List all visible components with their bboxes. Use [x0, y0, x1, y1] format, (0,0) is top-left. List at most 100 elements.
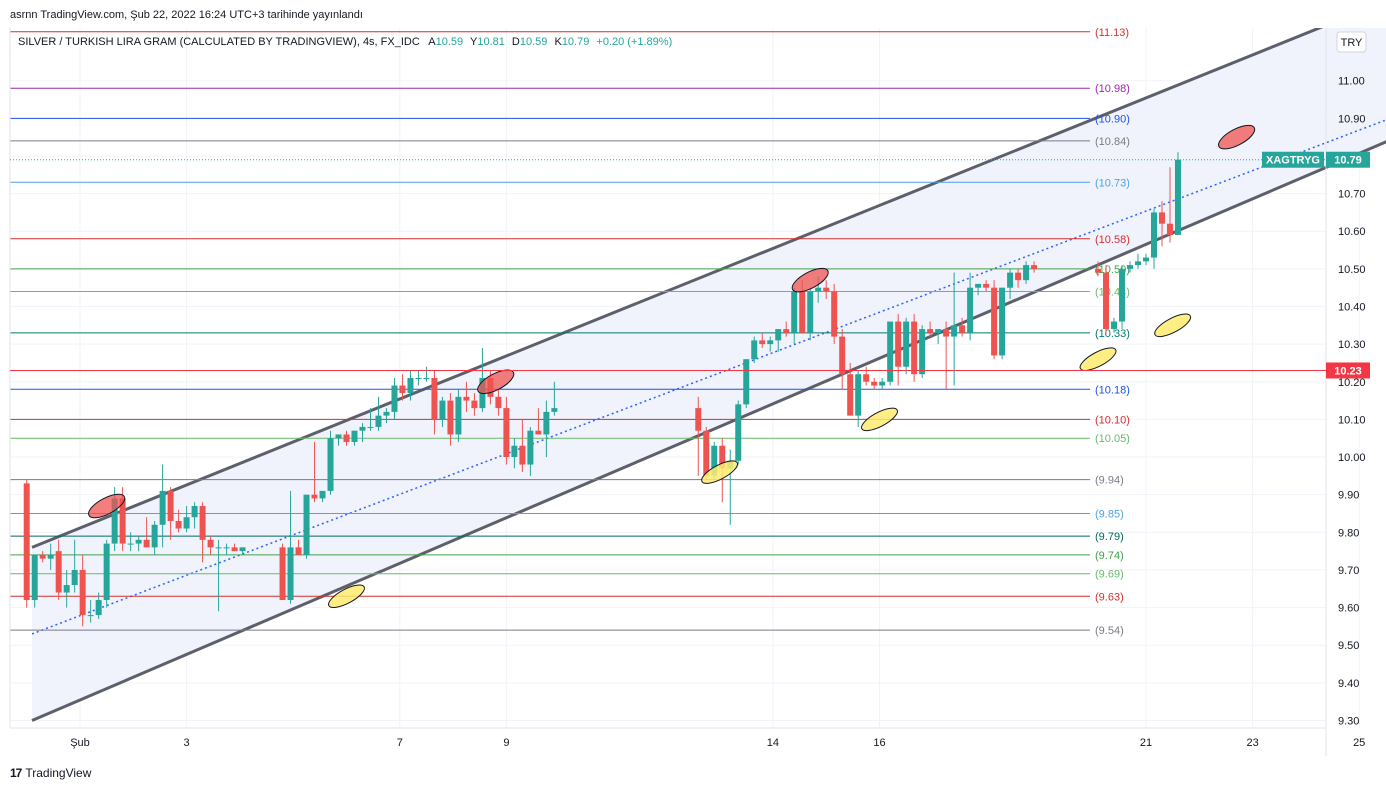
time-tick-label: 3 [184, 737, 190, 749]
candle [823, 280, 830, 299]
candle [527, 426, 534, 476]
candle [871, 378, 878, 390]
candle-body [79, 569, 86, 616]
candle [751, 336, 758, 363]
candle [775, 329, 782, 352]
legend-close-value: 10.79 [562, 36, 590, 48]
published-info: asrnn TradingView.com, Şub 22, 2022 16:2… [10, 9, 363, 21]
candle-body [351, 430, 358, 442]
price-tick-label: 9.90 [1338, 490, 1359, 502]
candle-body [303, 494, 310, 555]
candle-body [1031, 265, 1038, 269]
price-tick-label: 9.40 [1338, 678, 1359, 690]
price-tick-label: 9.70 [1338, 565, 1359, 577]
candle [175, 509, 182, 533]
footer: 17 TradingView [0, 756, 1386, 790]
candle [983, 280, 990, 292]
candle [343, 430, 350, 446]
candle-body [159, 490, 166, 525]
tradingview-logo[interactable]: 17 TradingView [10, 766, 91, 780]
candle [399, 374, 406, 401]
candle [71, 539, 78, 593]
candle-body [695, 408, 702, 431]
legend-high-value: 10.81 [477, 36, 505, 48]
candle-body [167, 490, 174, 522]
support-marker [1154, 313, 1192, 338]
channel-upper-line [31, 19, 1339, 549]
candle-body [775, 329, 782, 341]
candle [95, 592, 102, 619]
candle-body [231, 547, 238, 552]
candle [431, 370, 438, 435]
candle-body [823, 287, 830, 292]
candle-body [87, 615, 94, 617]
candle-body [1174, 159, 1181, 235]
candle-body [327, 438, 334, 491]
candle-body [431, 378, 438, 420]
candle [847, 362, 854, 416]
price-chart[interactable]: (11.13) (10.98) (10.90) (10.84) (10.73) (10.5… [0, 1, 1386, 756]
candle [351, 430, 358, 446]
tradingview-logo-icon: 17 [10, 766, 22, 780]
candle-body [55, 551, 62, 593]
candle-body [399, 385, 406, 394]
candle-body [1143, 257, 1149, 262]
candle [143, 517, 150, 548]
candle [831, 283, 838, 345]
resistance-marker [88, 493, 126, 519]
candle [879, 378, 886, 390]
price-tick-label: 10.20 [1338, 377, 1366, 389]
candle-body [135, 539, 142, 544]
candle [327, 430, 334, 495]
candle-body [535, 430, 542, 435]
candle [79, 554, 86, 627]
candle [975, 283, 982, 296]
candle-body [103, 543, 110, 601]
candle [319, 490, 326, 503]
candle [1143, 253, 1149, 266]
candle-body [991, 287, 998, 356]
candle-body [407, 378, 414, 394]
channel-fill [32, 1, 1386, 721]
candle-body [527, 430, 534, 465]
candle-body [951, 325, 958, 337]
candle [535, 408, 542, 435]
candle-body [335, 434, 342, 439]
candle [359, 423, 366, 442]
candle-body [183, 517, 190, 529]
candle [1015, 268, 1022, 288]
price-tick-label: 10.30 [1338, 339, 1366, 351]
candle [1166, 167, 1173, 243]
candle-body [311, 494, 318, 499]
candle-body [63, 584, 70, 593]
candle-body [439, 400, 446, 420]
candle-body [119, 498, 126, 544]
level-label: (9.63) [1095, 591, 1124, 603]
candle-body [519, 445, 526, 465]
candle [87, 600, 94, 623]
candle-body [95, 600, 102, 616]
candle-body [711, 445, 718, 476]
candle [807, 287, 814, 341]
candle-body [1127, 265, 1134, 269]
time-tick-label: 25 [1353, 737, 1365, 749]
candle [391, 378, 398, 420]
chart-frame[interactable]: (11.13) (10.98) (10.90) (10.84) (10.73) (10.5… [0, 1, 1386, 756]
candle [919, 325, 926, 378]
currency-button-label[interactable]: TRY [1341, 37, 1363, 49]
currency-button[interactable]: TRY [1336, 31, 1367, 53]
candle-body [23, 483, 30, 601]
candle [503, 396, 510, 465]
support-marker [1079, 347, 1117, 371]
candle-body [39, 554, 46, 559]
tradingview-brand: TradingView [25, 766, 92, 780]
level-label: (10.84) [1095, 136, 1130, 148]
candle-body [1119, 268, 1126, 322]
candle-body [959, 325, 966, 333]
time-tick-label: Şub [70, 737, 90, 749]
level-label: (9.74) [1095, 550, 1124, 562]
candle [231, 543, 238, 552]
candle-body [47, 554, 54, 559]
level-label: (9.54) [1095, 625, 1124, 637]
legend-symbol-name: SILVER / TURKISH LIRA GRAM (CALCULATED B… [18, 36, 420, 48]
